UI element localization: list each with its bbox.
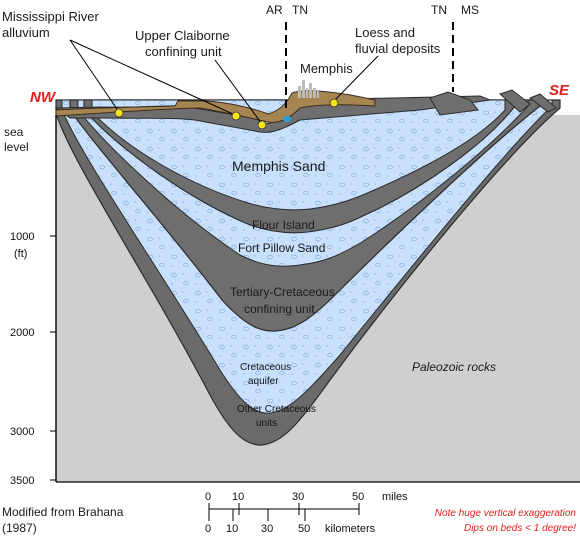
scale-miles-tick: 0 xyxy=(205,491,211,503)
unit-other-cretaceous: units xyxy=(256,418,277,429)
scale-km-tick: 30 xyxy=(261,523,273,535)
state-label-ms: MS xyxy=(461,3,479,17)
scale-miles-tick: 50 xyxy=(352,491,364,503)
unit-other-cretaceous: Other Cretaceous xyxy=(237,404,316,415)
scale-miles-label: miles xyxy=(382,491,408,503)
depth-ticks xyxy=(50,235,56,481)
se-outcrop-band xyxy=(429,91,479,116)
city-skyline xyxy=(298,80,319,98)
scale-km-tick: 10 xyxy=(226,523,238,535)
depth-tick-label: 1000 xyxy=(10,231,34,243)
point-loess xyxy=(329,98,339,108)
exaggeration-note: Note huge vertical exaggeration xyxy=(435,508,577,519)
scale-km-tick: 50 xyxy=(298,523,310,535)
depth-unit: (ft) xyxy=(14,248,27,260)
leader-lines xyxy=(69,39,379,125)
depth-tick-label: 3500 xyxy=(10,475,34,487)
unit-tertiary: confining unit xyxy=(244,302,315,316)
scale-miles-tick: 10 xyxy=(232,491,244,503)
scale-miles-tick: 30 xyxy=(292,491,304,503)
river xyxy=(283,116,291,122)
se-outcrop-band xyxy=(499,89,531,113)
point-alluvium xyxy=(114,108,124,118)
callout-loess: Loess and xyxy=(355,25,415,40)
se-outcrop-band xyxy=(529,93,557,113)
depth-tick-label: 2000 xyxy=(10,327,34,339)
state-label-tn: TN xyxy=(292,3,308,17)
memphis-sand-layer xyxy=(91,99,506,211)
unit-flour-island: Flour Island xyxy=(252,218,315,232)
unit-cretaceous: Cretaceous xyxy=(240,362,291,373)
unit-paleozoic: Paleozoic rocks xyxy=(412,360,496,374)
point-claiborne xyxy=(257,120,267,130)
depth-sea-level: sea xyxy=(4,125,24,139)
credit-text: (1987) xyxy=(2,521,37,535)
unit-fort-pillow: Fort Pillow Sand xyxy=(238,241,325,255)
point-alluvium xyxy=(231,111,241,121)
direction-se: SE xyxy=(549,82,570,99)
direction-nw: NW xyxy=(30,89,57,106)
unit-cretaceous: aquifer xyxy=(248,376,279,387)
state-label-ar: AR xyxy=(266,3,283,17)
exaggeration-note: Dips on beds < 1 degree! xyxy=(464,523,576,534)
callout-loess: fluvial deposits xyxy=(355,41,441,56)
scale-km-tick: 0 xyxy=(205,523,211,535)
callout-claiborne: confining unit xyxy=(145,44,222,59)
depth-sea-level: level xyxy=(4,140,29,154)
callout-memphis: Memphis xyxy=(300,61,353,76)
callout-alluvium: Mississippi River xyxy=(2,9,99,24)
scale-km-label: kilometers xyxy=(325,523,376,535)
callout-claiborne: Upper Claiborne xyxy=(135,28,230,43)
depth-tick-label: 3000 xyxy=(10,426,34,438)
state-label-tn: TN xyxy=(431,3,447,17)
unit-tertiary: Tertiary-Cretaceous xyxy=(230,285,335,299)
callout-alluvium: alluvium xyxy=(2,25,50,40)
unit-memphis-sand: Memphis Sand xyxy=(232,158,325,174)
scale-bar xyxy=(208,503,360,521)
credit-text: Modified from Brahana xyxy=(2,505,124,519)
